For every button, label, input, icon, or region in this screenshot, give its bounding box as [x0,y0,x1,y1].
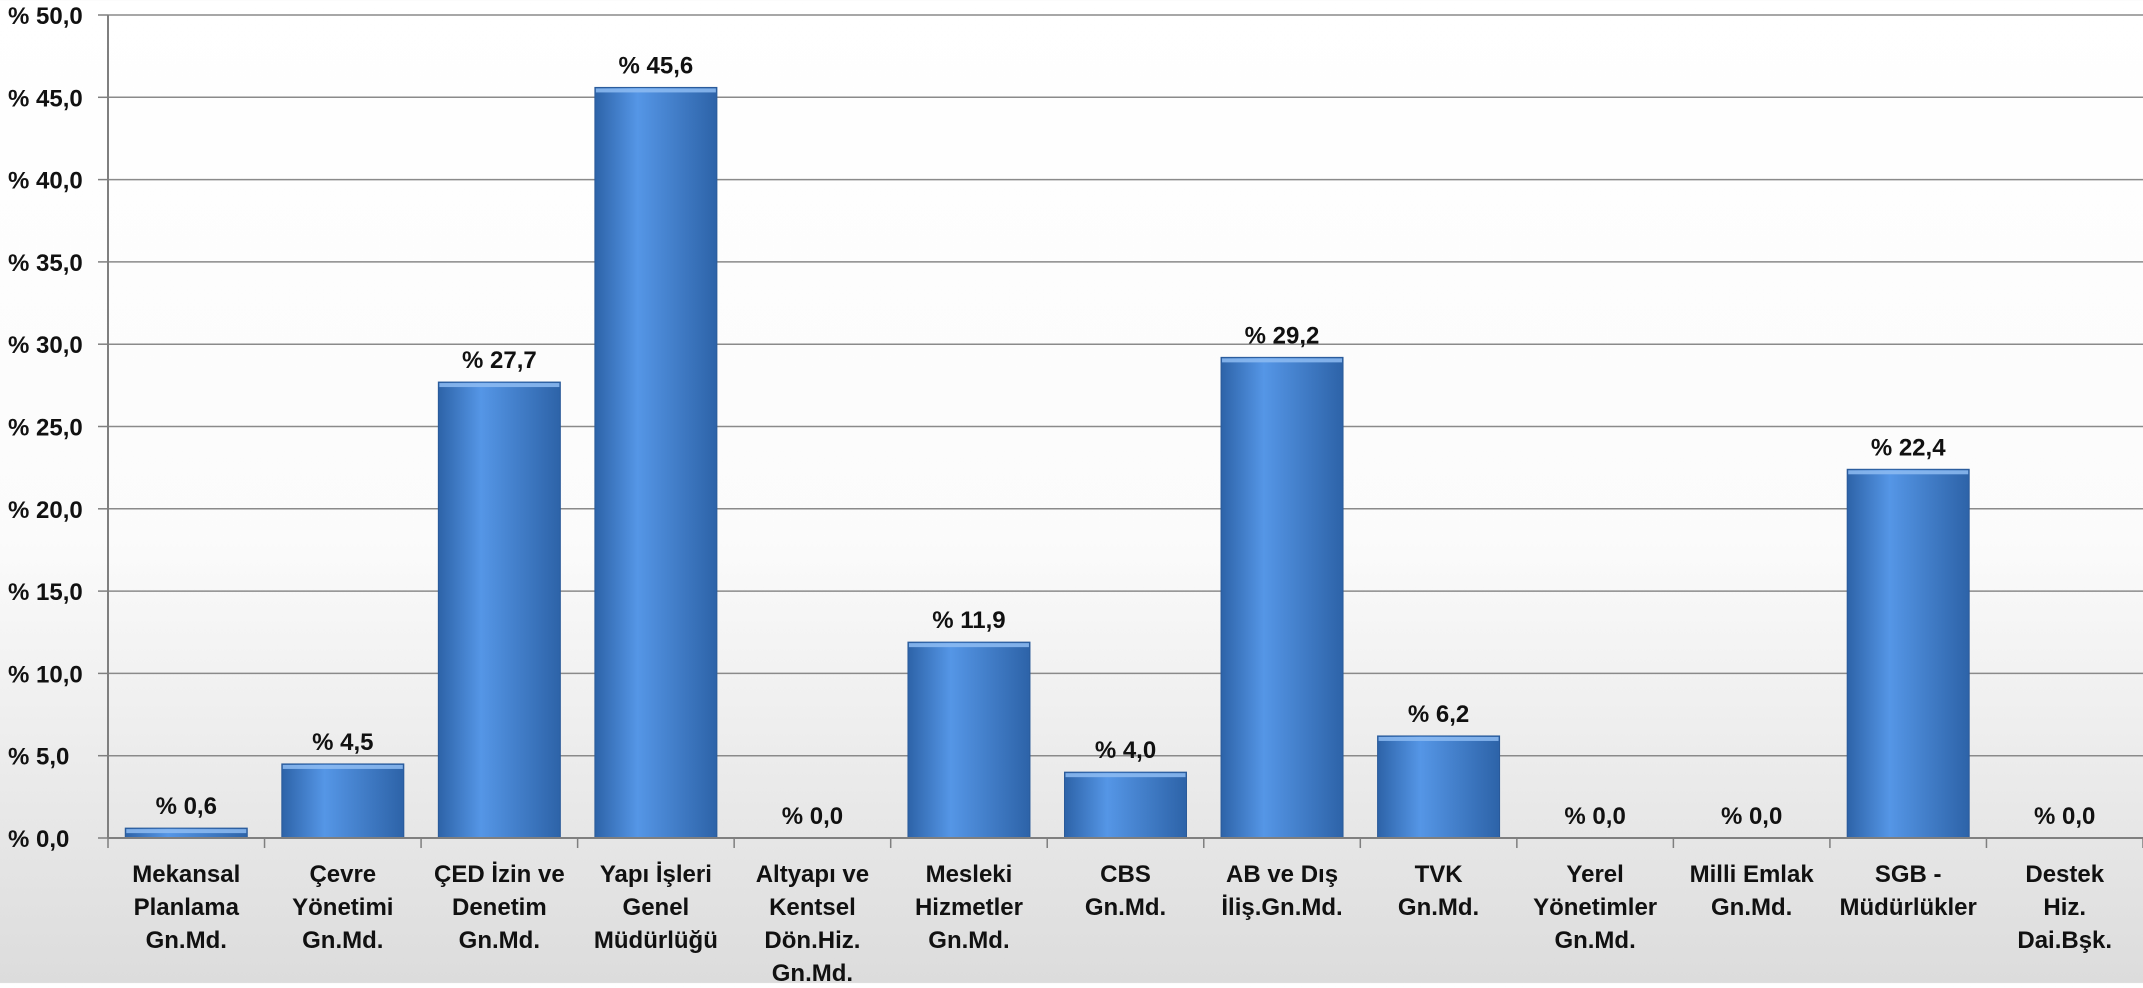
data-labels: % 0,6 % 4,5 % 27,7 % 45,6 % 0,0 % 11,9 % 4,0 % … [156,52,2096,830]
x-category-label: Gn.Md. [146,927,227,954]
y-tick-label: % 50,0 [8,3,83,30]
x-category-label: Hiz. [2043,894,2086,921]
y-tick-label: % 15,0 [8,579,83,606]
x-category-label: Gn.Md. [1711,894,1792,921]
bar [1220,356,1344,839]
y-tick-label: % 35,0 [8,250,83,277]
x-category-label: İliş.Gn.Md. [1221,894,1342,921]
y-tick-label: % 40,0 [8,168,83,195]
data-label: % 11,9 [932,607,1005,634]
x-category-label: Müdürlüğü [594,927,718,954]
x-category-label: Gn.Md. [928,927,1009,954]
x-category-label: Dai.Bşk. [2017,927,2112,954]
bar-highlight [908,643,1029,648]
bar-highlight [1848,470,1969,475]
x-category-label: Dön.Hiz. [764,927,860,954]
bar-highlight [1378,736,1499,741]
y-tick-label: % 30,0 [8,332,83,359]
y-tick-label: % 5,0 [8,744,69,771]
x-category-label: Denetim [452,894,547,921]
y-tick-label: % 25,0 [8,415,83,442]
x-category-label: Yapı İşleri [600,861,712,888]
bar-highlight [282,764,403,769]
x-category-label: Yerel [1566,861,1623,888]
x-category-label: ÇED İzin ve [434,861,565,888]
bar-highlight [1065,773,1186,778]
axes [107,15,2143,848]
bar-highlight [595,88,716,93]
bars [124,86,1970,839]
bar-highlight [1222,358,1343,363]
data-label: % 22,4 [1871,434,1946,461]
x-category-label: Gn.Md. [459,927,540,954]
x-category-labels: Mekansal Planlama Gn.Md. Çevre Yönetimi Gn.Md… [132,861,2112,987]
x-category-label: Destek [2025,861,2104,888]
x-category-label: Kentsel [769,894,856,921]
x-category-label: Yönetimi [292,894,393,921]
bar-highlight [126,829,247,834]
bar [1064,771,1187,839]
x-category-label: Gn.Md. [1085,894,1166,921]
x-category-label: Yönetimler [1533,894,1657,921]
x-category-label: Genel [623,894,690,921]
x-category-label: CBS [1100,861,1151,888]
bar [1377,735,1501,839]
data-label: % 0,0 [782,803,843,830]
data-label: % 4,0 [1095,737,1156,764]
x-category-label: Planlama [134,894,240,921]
bar-highlight [439,383,560,388]
data-label: % 6,2 [1408,701,1469,728]
y-tick-label: % 10,0 [8,661,83,688]
y-tick-label: % 20,0 [8,497,83,524]
data-label: % 0,0 [1564,803,1625,830]
bar [594,86,718,839]
x-category-label: Milli Emlak [1690,861,1815,888]
data-label: % 45,6 [619,52,694,79]
x-category-label: Çevre [309,861,376,888]
y-tick-label: % 45,0 [8,85,83,112]
bar [281,763,405,839]
data-label: % 0,0 [2034,803,2095,830]
x-category-label: SGB - [1875,861,1942,888]
x-category-label: Hizmetler [915,894,1023,921]
x-category-label: Altyapı ve [756,861,869,888]
data-label: % 29,2 [1245,322,1320,349]
bar [437,381,561,839]
x-category-label: Mekansal [132,861,240,888]
data-label: % 4,5 [312,729,373,756]
bar [1846,468,1970,839]
x-category-label: TVK [1415,861,1464,888]
x-category-label: Gn.Md. [1398,894,1479,921]
data-label: % 27,7 [462,347,537,374]
x-category-label: Müdürlükler [1840,894,1977,921]
y-tick-labels: % 0,0 % 5,0 % 10,0 % 15,0 % 20,0 % 25,0 % 30,0… [8,3,83,853]
x-category-label: Gn.Md. [772,960,853,983]
data-label: % 0,6 [156,793,217,820]
y-tick-label: % 0,0 [8,826,69,853]
x-category-label: Mesleki [926,861,1013,888]
x-category-label: Gn.Md. [302,927,383,954]
x-category-label: AB ve Dış [1226,861,1338,888]
data-label: % 0,0 [1721,803,1782,830]
x-category-label: Gn.Md. [1554,927,1635,954]
gridlines [98,14,2143,839]
bar [907,641,1031,839]
